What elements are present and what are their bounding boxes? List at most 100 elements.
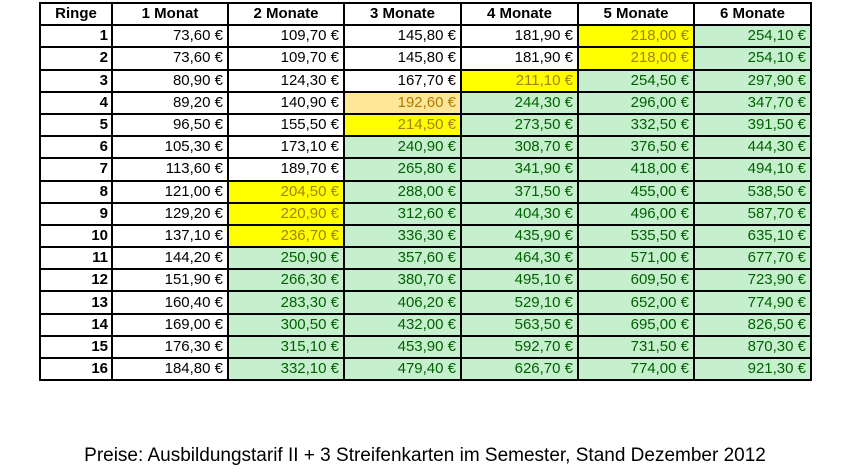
header-ringe: Ringe	[39, 1, 113, 27]
price-cell: 80,90 €	[111, 68, 229, 93]
price-cell: 723,90 €	[693, 268, 812, 293]
price-cell: 73,60 €	[111, 46, 229, 71]
price-cell: 173,10 €	[227, 135, 345, 160]
ring-cell: 9	[39, 201, 113, 226]
ring-cell: 5	[39, 112, 113, 138]
table-row: 10 137,10 €236,70 €336,30 €435,90 €535,50…	[39, 223, 812, 249]
price-cell: 176,30 €	[111, 334, 229, 360]
price-cell: 380,70 €	[343, 268, 462, 293]
price-cell: 529,10 €	[460, 290, 579, 315]
header-row: Ringe 1 Monat 2 Monate 3 Monate 4 Monate…	[39, 1, 812, 27]
price-cell: 181,90 €	[460, 24, 579, 49]
price-cell: 391,50 €	[693, 112, 812, 138]
table-row: 4 89,20 €140,90 €192,60 €244,30 €296,00 €…	[39, 90, 812, 115]
price-cell: 254,50 €	[577, 68, 695, 93]
ring-cell: 16	[39, 356, 113, 382]
price-cell: 140,90 €	[227, 90, 345, 115]
price-cell: 479,40 €	[343, 356, 462, 382]
ring-cell: 1	[39, 24, 113, 49]
price-cell: 184,80 €	[111, 356, 229, 382]
table-row: 11 144,20 €250,90 €357,60 €464,30 €571,00…	[39, 246, 812, 271]
price-cell: 288,00 €	[343, 179, 462, 204]
table-row: 15 176,30 €315,10 €453,90 €592,70 €731,50…	[39, 334, 812, 360]
ring-cell: 13	[39, 290, 113, 315]
price-cell: 347,70 €	[693, 90, 812, 115]
table-row: 7 113,60 €189,70 €265,80 €341,90 €418,00 …	[39, 157, 812, 182]
price-cell: 635,10 €	[693, 223, 812, 249]
price-cell: 105,30 €	[111, 135, 229, 160]
header-6-monate: 6 Monate	[693, 1, 812, 27]
ring-cell: 8	[39, 179, 113, 204]
price-cell: 587,70 €	[693, 201, 812, 226]
ring-cell: 11	[39, 246, 113, 271]
ring-cell: 10	[39, 223, 113, 249]
price-cell: 144,20 €	[111, 246, 229, 271]
price-cell: 266,30 €	[227, 268, 345, 293]
price-cell: 494,10 €	[693, 157, 812, 182]
ring-cell: 2	[39, 46, 113, 71]
price-cell: 455,00 €	[577, 179, 695, 204]
price-cell: 113,60 €	[111, 157, 229, 182]
price-cell: 406,20 €	[343, 290, 462, 315]
price-cell: 181,90 €	[460, 46, 579, 71]
price-cell: 283,30 €	[227, 290, 345, 315]
price-cell: 774,90 €	[693, 290, 812, 315]
price-cell: 137,10 €	[111, 223, 229, 249]
price-cell: 204,50 €	[227, 179, 345, 204]
price-cell: 169,00 €	[111, 312, 229, 337]
price-cell: 870,30 €	[693, 334, 812, 360]
price-cell: 129,20 €	[111, 201, 229, 226]
price-cell: 73,60 €	[111, 24, 229, 49]
ring-cell: 4	[39, 90, 113, 115]
price-table-container: Ringe 1 Monat 2 Monate 3 Monate 4 Monate…	[39, 1, 812, 382]
ring-cell: 3	[39, 68, 113, 93]
price-cell: 109,70 €	[227, 24, 345, 49]
price-cell: 89,20 €	[111, 90, 229, 115]
price-cell: 609,50 €	[577, 268, 695, 293]
header-4-monate: 4 Monate	[460, 1, 579, 27]
price-cell: 145,80 €	[343, 46, 462, 71]
price-cell: 220,90 €	[227, 201, 345, 226]
price-cell: 254,10 €	[693, 24, 812, 49]
price-cell: 145,80 €	[343, 24, 462, 49]
price-cell: 453,90 €	[343, 334, 462, 360]
price-cell: 371,50 €	[460, 179, 579, 204]
price-cell: 357,60 €	[343, 246, 462, 271]
table-row: 9 129,20 €220,90 €312,60 €404,30 €496,00 …	[39, 201, 812, 226]
table-body: 1 73,60 €109,70 €145,80 €181,90 €218,00 €…	[39, 24, 812, 382]
price-cell: 300,50 €	[227, 312, 345, 337]
price-cell: 308,70 €	[460, 135, 579, 160]
price-cell: 538,50 €	[693, 179, 812, 204]
table-row: 1 73,60 €109,70 €145,80 €181,90 €218,00 €…	[39, 24, 812, 49]
ring-cell: 6	[39, 135, 113, 160]
price-cell: 192,60 €	[343, 90, 462, 115]
price-cell: 96,50 €	[111, 112, 229, 138]
price-cell: 189,70 €	[227, 157, 345, 182]
table-row: 5 96,50 €155,50 €214,50 €273,50 €332,50 €…	[39, 112, 812, 138]
price-cell: 211,10 €	[460, 68, 579, 93]
price-cell: 312,60 €	[343, 201, 462, 226]
ring-cell: 7	[39, 157, 113, 182]
price-cell: 418,00 €	[577, 157, 695, 182]
price-cell: 652,00 €	[577, 290, 695, 315]
table-row: 3 80,90 €124,30 €167,70 €211,10 €254,50 €…	[39, 68, 812, 93]
price-cell: 495,10 €	[460, 268, 579, 293]
price-cell: 535,50 €	[577, 223, 695, 249]
price-cell: 592,70 €	[460, 334, 579, 360]
header-3-monate: 3 Monate	[343, 1, 462, 27]
price-cell: 332,10 €	[227, 356, 345, 382]
ring-cell: 14	[39, 312, 113, 337]
table-row: 14 169,00 €300,50 €432,00 €563,50 €695,00…	[39, 312, 812, 337]
price-cell: 244,30 €	[460, 90, 579, 115]
table-row: 12 151,90 €266,30 €380,70 €495,10 €609,50…	[39, 268, 812, 293]
table-row: 8 121,00 €204,50 €288,00 €371,50 €455,00 …	[39, 179, 812, 204]
price-cell: 296,00 €	[577, 90, 695, 115]
header-2-monate: 2 Monate	[227, 1, 345, 27]
caption: Preise: Ausbildungstarif II + 3 Streifen…	[84, 445, 766, 466]
price-cell: 464,30 €	[460, 246, 579, 271]
table-row: 13 160,40 €283,30 €406,20 €529,10 €652,00…	[39, 290, 812, 315]
price-cell: 265,80 €	[343, 157, 462, 182]
price-cell: 155,50 €	[227, 112, 345, 138]
price-cell: 315,10 €	[227, 334, 345, 360]
price-cell: 432,00 €	[343, 312, 462, 337]
